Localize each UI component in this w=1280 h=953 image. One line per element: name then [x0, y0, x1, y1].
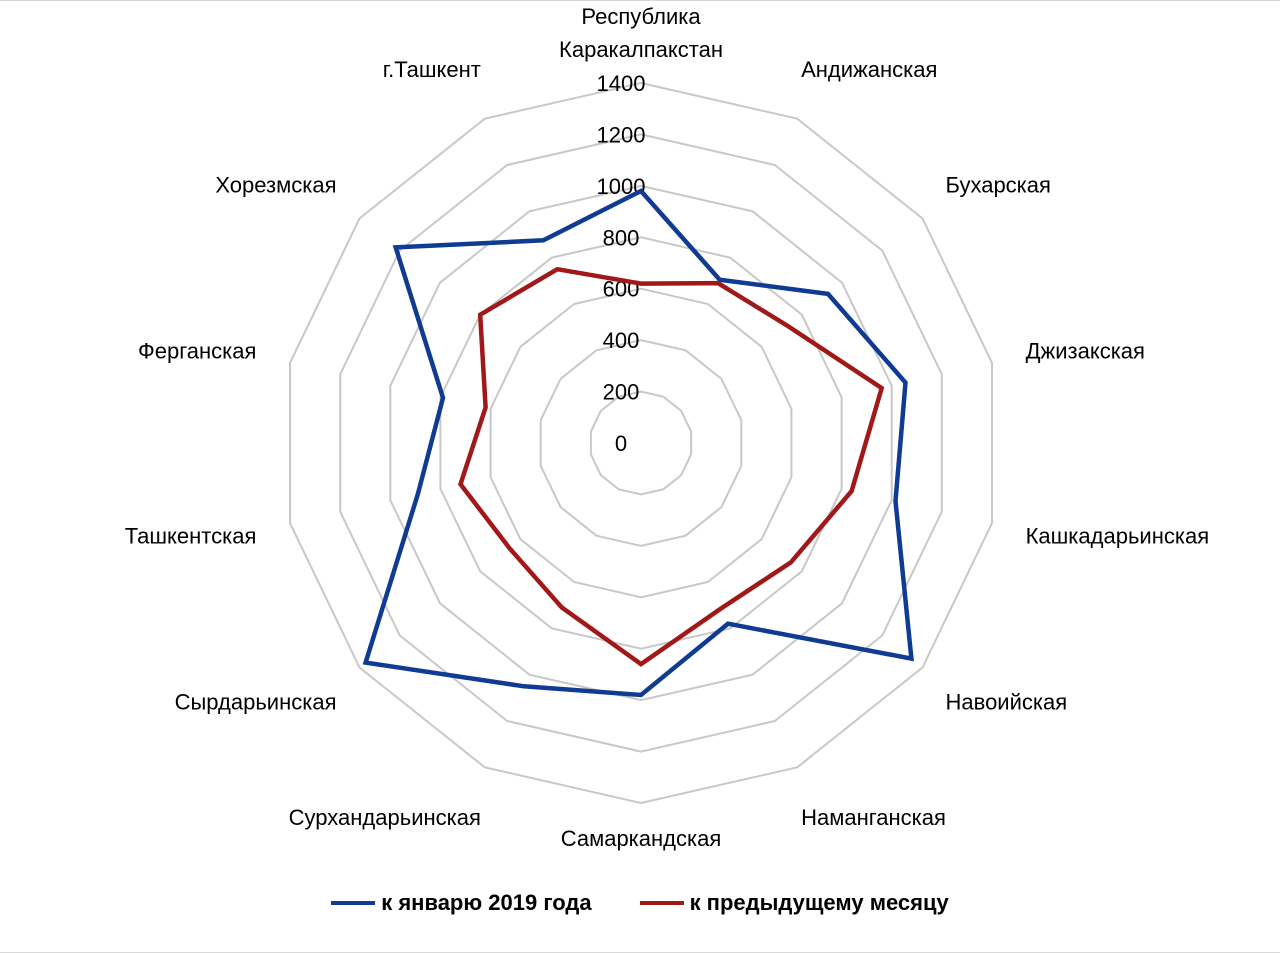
- series-line-1: [362, 188, 914, 698]
- category-label-6: Наманганская: [801, 805, 946, 830]
- category-label-9: Сырдарьинская: [175, 690, 337, 715]
- tick-label-1400: 1400: [597, 71, 646, 96]
- category-label-11: Ферганская: [138, 339, 256, 364]
- grid-ring-1000: [389, 184, 893, 702]
- legend-label-series-1: к январю 2019 года: [381, 890, 592, 915]
- legend-item-series-2: к предыдущему месяцу: [639, 890, 949, 916]
- grid-ring-1400: [289, 81, 993, 805]
- category-label-13: г.Ташкент: [383, 57, 481, 82]
- tick-label-800: 800: [603, 225, 640, 250]
- category-label-7: Самаркандская: [561, 826, 722, 851]
- category-label-1: Андижанская: [801, 57, 937, 82]
- legend-item-series-1: к январю 2019 года: [331, 890, 592, 916]
- legend-swatch-series-1: [331, 901, 376, 905]
- legend-swatch-series-2: [639, 901, 684, 905]
- category-label-10: Ташкентская: [125, 523, 257, 548]
- grid-ring-200: [589, 390, 693, 496]
- category-label-12: Хорезмская: [215, 172, 336, 197]
- category-label-2: Бухарская: [946, 172, 1051, 197]
- tick-label-0: 0: [615, 431, 627, 456]
- category-label-3: Джизакская: [1026, 339, 1145, 364]
- legend-label-series-2: к предыдущему месяцу: [689, 890, 949, 915]
- category-label-4: Кашкадарьинская: [1026, 523, 1210, 548]
- series-layer: [362, 188, 914, 698]
- grid-ring-800: [439, 236, 843, 650]
- category-label-layer: Республика Каракалпакстан Андижанская Бухар…: [125, 4, 1209, 851]
- category-label-5: Навоийская: [946, 690, 1068, 715]
- grid-ring-600: [489, 287, 793, 599]
- category-label-8: Сурхандарьинская: [289, 805, 481, 830]
- grid-ring-1200: [339, 133, 943, 753]
- tick-label-200: 200: [603, 380, 640, 405]
- tick-label-400: 400: [603, 328, 640, 353]
- category-label-0: Республика Каракалпакстан: [559, 4, 723, 62]
- grid-layer: [289, 81, 993, 805]
- legend: к январю 2019 года к предыдущему месяцу: [0, 890, 1280, 916]
- grid-ring-400: [539, 339, 743, 547]
- tick-label-1200: 1200: [597, 122, 646, 147]
- tick-label-1000: 1000: [597, 174, 646, 199]
